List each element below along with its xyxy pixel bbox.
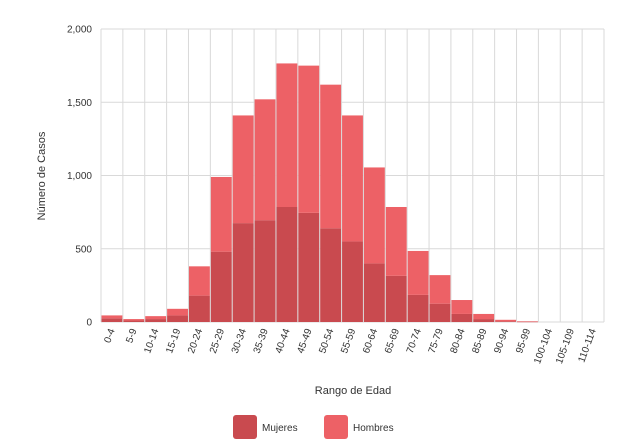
bar-mujeres-0-4[interactable]: [101, 318, 123, 322]
bar-mujeres-50-54[interactable]: [320, 228, 342, 322]
x-tick-label: 20-24: [186, 327, 205, 355]
x-tick-label: 0-4: [102, 327, 117, 345]
bar-hombres-40-44[interactable]: [276, 63, 298, 207]
x-tick-label: 110-114: [577, 327, 600, 364]
x-tick-label: 105-109: [554, 327, 577, 366]
x-axis-title: Rango de Edad: [315, 385, 391, 397]
bar-mujeres-85-89[interactable]: [473, 319, 495, 322]
bar-mujeres-65-69[interactable]: [385, 275, 407, 322]
bar-mujeres-20-24[interactable]: [188, 295, 210, 322]
legend-item-mujeres[interactable]: Mujeres: [233, 415, 298, 439]
bar-hombres-25-29[interactable]: [210, 176, 232, 252]
bar-hombres-65-69[interactable]: [385, 206, 407, 276]
x-tick-label: 40-44: [274, 327, 293, 355]
bar-hombres-85-89[interactable]: [473, 313, 495, 320]
bar-hombres-5-9[interactable]: [123, 319, 145, 321]
x-tick-label: 45-49: [295, 327, 314, 355]
bar-mujeres-95-99[interactable]: [517, 321, 538, 323]
bar-mujeres-40-44[interactable]: [276, 206, 298, 322]
y-axis: 0 500 1,000 1,500 2,000: [67, 25, 92, 329]
x-tick-label: 90-94: [492, 327, 511, 355]
bar-hombres-95-99[interactable]: [517, 321, 538, 322]
bar-hombres-0-4[interactable]: [101, 315, 123, 319]
bar-mujeres-35-39[interactable]: [254, 220, 276, 322]
bar-hombres-45-49[interactable]: [298, 65, 320, 213]
x-tick-label: 55-59: [339, 327, 358, 355]
bar-mujeres-60-64[interactable]: [363, 263, 385, 322]
x-tick-label: 30-34: [230, 327, 249, 355]
x-tick-label: 60-64: [361, 327, 380, 355]
x-tick-label: 10-14: [142, 327, 161, 355]
bar-mujeres-30-34[interactable]: [232, 223, 254, 322]
x-tick-label: 70-74: [405, 327, 424, 355]
legend-swatch-mujeres: [233, 415, 257, 439]
bar-mujeres-80-84[interactable]: [451, 313, 473, 322]
y-axis-title: Número de Casos: [36, 131, 48, 220]
bar-hombres-90-94[interactable]: [495, 319, 517, 322]
bar-hombres-30-34[interactable]: [232, 115, 254, 224]
bar-hombres-70-74[interactable]: [407, 250, 429, 295]
bar-hombres-60-64[interactable]: [363, 167, 385, 264]
bars: [101, 63, 538, 323]
y-tick-label: 1,000: [67, 171, 92, 182]
bar-mujeres-15-19[interactable]: [167, 315, 188, 322]
y-tick-label: 0: [86, 318, 92, 329]
legend[interactable]: Mujeres Hombres: [233, 415, 394, 439]
bar-mujeres-55-59[interactable]: [342, 241, 363, 322]
bar-mujeres-70-74[interactable]: [407, 294, 429, 322]
x-tick-label: 15-19: [164, 327, 183, 355]
bar-mujeres-5-9[interactable]: [123, 320, 145, 322]
bar-mujeres-10-14[interactable]: [145, 319, 167, 322]
y-tick-label: 2,000: [67, 25, 92, 36]
x-tick-label: 80-84: [449, 327, 468, 355]
y-tick-label: 1,500: [67, 98, 92, 109]
bar-hombres-50-54[interactable]: [320, 84, 342, 229]
x-tick-label: 35-39: [252, 327, 271, 355]
x-tick-label: 5-9: [124, 327, 139, 345]
grid: [100, 28, 605, 323]
bar-mujeres-45-49[interactable]: [298, 212, 320, 322]
bar-hombres-35-39[interactable]: [254, 99, 276, 221]
legend-label-mujeres: Mujeres: [262, 423, 298, 434]
y-tick-label: 500: [75, 244, 92, 255]
x-tick-label: 85-89: [470, 327, 489, 355]
x-tick-label: 100-104: [532, 327, 555, 366]
x-tick-label: 95-99: [514, 327, 533, 355]
bar-hombres-75-79[interactable]: [429, 275, 451, 304]
x-tick-label: 65-69: [383, 327, 402, 355]
bar-hombres-10-14[interactable]: [145, 316, 167, 320]
bar-mujeres-75-79[interactable]: [429, 303, 451, 322]
bar-mujeres-90-94[interactable]: [495, 321, 517, 322]
x-tick-label: 50-54: [317, 327, 336, 355]
legend-item-hombres[interactable]: Hombres: [324, 415, 394, 439]
legend-swatch-hombres: [324, 415, 348, 439]
legend-label-hombres: Hombres: [353, 423, 394, 434]
x-tick-label: 75-79: [427, 327, 446, 355]
bar-mujeres-25-29[interactable]: [210, 251, 232, 322]
bar-hombres-20-24[interactable]: [188, 266, 210, 296]
bar-hombres-55-59[interactable]: [342, 115, 363, 242]
x-axis: 0-4 5-9 10-14 15-19 20-24 25-29 30-34 35-39 40-4…: [102, 327, 599, 366]
bar-hombres-15-19[interactable]: [167, 308, 188, 316]
bar-hombres-80-84[interactable]: [451, 300, 473, 314]
x-tick-label: 25-29: [208, 327, 227, 355]
